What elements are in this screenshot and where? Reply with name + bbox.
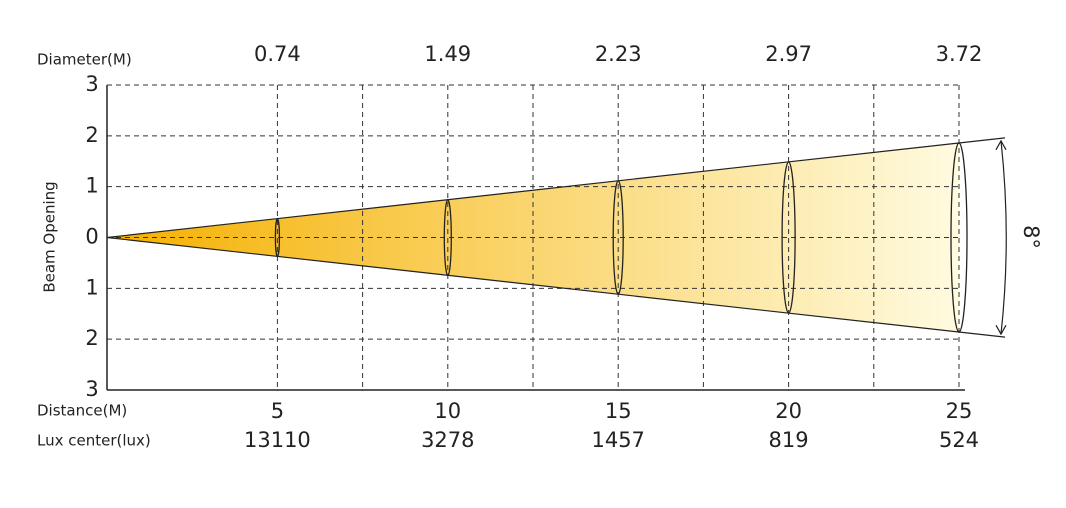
x-tick-label: 15 xyxy=(605,399,632,423)
lux-label: 13110 xyxy=(244,428,311,452)
beam-section xyxy=(274,218,281,257)
arrow-head xyxy=(995,324,1007,336)
x-tick-label: 25 xyxy=(946,399,973,423)
diameter-label: 2.97 xyxy=(765,42,812,66)
diameter-label: 1.49 xyxy=(424,42,471,66)
diameter-label: 3.72 xyxy=(936,42,983,66)
lux-label: 3278 xyxy=(421,428,474,452)
angle-label: 8° xyxy=(1019,225,1043,249)
y-tick-label: 3 xyxy=(85,377,98,401)
lux-label: 524 xyxy=(939,428,979,452)
lux-row-label: Lux center(lux) xyxy=(37,432,151,450)
y-tick-label: 2 xyxy=(85,326,98,350)
diameter-row-label: Diameter(M) xyxy=(37,51,132,69)
beam-edge xyxy=(106,236,1006,338)
diameter-label: 0.74 xyxy=(254,42,301,66)
x-tick-label: 10 xyxy=(434,399,461,423)
lux-label: 1457 xyxy=(591,428,644,452)
x-tick-label: 20 xyxy=(775,399,802,423)
beam-section xyxy=(443,198,452,277)
lux-label: 819 xyxy=(769,428,809,452)
beam-edge xyxy=(106,137,1006,239)
diameter-label: 2.23 xyxy=(595,42,642,66)
x-tick-label: 5 xyxy=(271,399,284,423)
beam-section xyxy=(950,142,968,333)
y-tick-label: 1 xyxy=(85,174,98,198)
y-tick-label: 3 xyxy=(85,72,98,96)
angle-arc xyxy=(1000,140,1007,335)
y-tick-label: 2 xyxy=(85,123,98,147)
y-tick-label: 0 xyxy=(85,225,98,249)
beam-section xyxy=(612,180,624,295)
arrow-head xyxy=(995,139,1007,151)
x-axis-label: Distance(M) xyxy=(37,402,127,420)
y-tick-label: 1 xyxy=(85,275,98,299)
beam-section xyxy=(781,161,796,314)
y-axis-label: Beam Opening xyxy=(41,181,59,292)
